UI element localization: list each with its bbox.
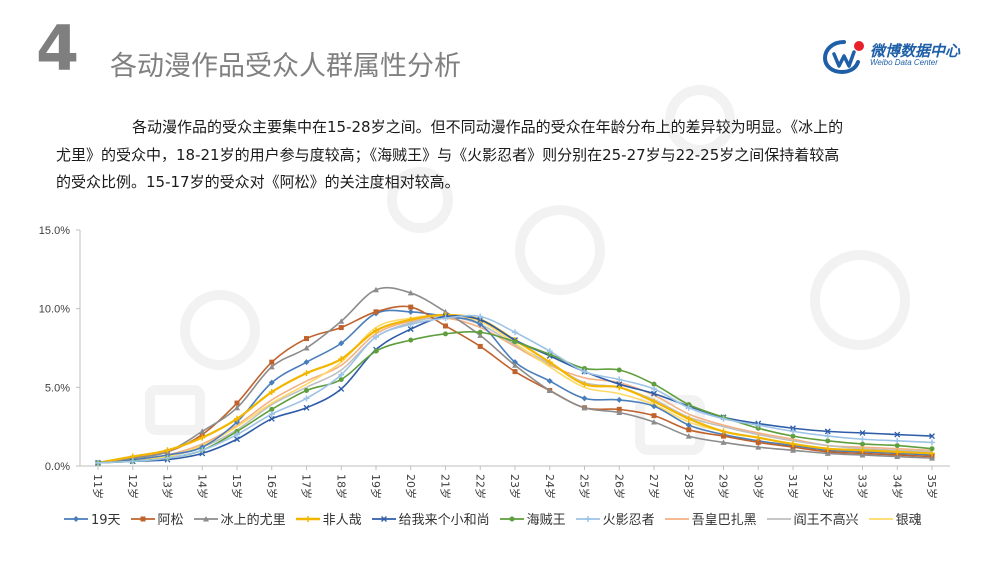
x-tick-label: 18岁 <box>334 474 348 499</box>
x-tick-label: 16岁 <box>265 474 279 499</box>
paragraph-line-1: 各动漫作品的受众主要集中在15-28岁之间。但不同动漫作品的受众在年龄分布上的差… <box>132 118 844 136</box>
legend-label: 非人哉 <box>322 513 362 528</box>
legend-label: 阿松 <box>157 513 184 528</box>
x-tick-label: 29岁 <box>717 474 731 499</box>
legend-swatch-icon <box>371 515 396 522</box>
legend-item: 阿松 <box>130 509 184 528</box>
x-tick-label: 23岁 <box>508 474 522 499</box>
x-tick-label: 24岁 <box>543 474 557 499</box>
legend-label: 冰上的尤里 <box>220 513 286 528</box>
legend-item: 非人哉 <box>295 509 362 528</box>
legend-swatch-icon <box>295 515 320 522</box>
weibo-logo-icon <box>822 40 864 75</box>
legend-item: 银魂 <box>868 509 922 528</box>
legend-label: 19天 <box>91 513 121 528</box>
legend-item: 阎王不高兴 <box>766 509 859 528</box>
chart-legend: 19天 阿松 冰上的尤里 非人哉 给我来个小和尚 海贼王 火影忍者 吾皇巴扎黑 阎王不高兴 银魂 <box>64 509 932 528</box>
x-tick-label: 26岁 <box>612 474 626 499</box>
y-tick-label: 15.0% <box>39 225 70 237</box>
x-tick-label: 21岁 <box>439 474 453 499</box>
legend-swatch-icon <box>499 516 524 521</box>
legend-label: 吾皇巴扎黑 <box>691 513 757 528</box>
paragraph-line-3: 的受众比例。15-17岁的受众对《阿松》的关注度相对较高。 <box>56 173 460 191</box>
x-tick-label: 33岁 <box>856 474 870 499</box>
logo-subtitle: Weibo Data Center <box>870 58 938 67</box>
section-number: 4 <box>36 12 80 85</box>
page-title: 各动漫作品受众人群属性分析 <box>110 51 461 82</box>
x-tick-label: 31岁 <box>786 474 800 499</box>
x-tick-label: 22岁 <box>473 474 487 499</box>
y-tick-label: 5.0% <box>45 382 70 394</box>
x-tick-label: 35岁 <box>925 474 939 499</box>
legend-swatch-icon <box>664 517 689 520</box>
x-tick-label: 17岁 <box>300 474 314 499</box>
x-tick-label: 19岁 <box>369 474 383 499</box>
x-tick-label: 30岁 <box>751 474 765 499</box>
legend-item: 火影忍者 <box>575 509 655 528</box>
series-line <box>97 316 933 464</box>
legend-item: 给我来个小和尚 <box>371 509 490 528</box>
x-tick-label: 11岁 <box>91 474 105 499</box>
weibo-data-center-logo: 微博数据中心 Weibo Data Center <box>822 34 972 78</box>
legend-item: 海贼王 <box>499 509 566 528</box>
legend-label: 阎王不高兴 <box>793 513 859 528</box>
x-tick-label: 14岁 <box>195 474 209 499</box>
x-tick-label: 13岁 <box>161 474 175 499</box>
x-tick-label: 25岁 <box>578 474 592 499</box>
legend-label: 给我来个小和尚 <box>398 513 490 528</box>
x-tick-label: 27岁 <box>647 474 661 499</box>
legend-item: 吾皇巴扎黑 <box>664 509 757 528</box>
series-line <box>95 329 935 466</box>
logo-name: 微博数据中心 <box>870 42 961 60</box>
x-tick-label: 12岁 <box>126 474 140 499</box>
x-tick-label: 28岁 <box>682 474 696 499</box>
legend-label: 银魂 <box>895 513 922 528</box>
paragraph-line-2: 尤里》的受众中，18-21岁的用户参与度较高；《海贼王》与《火影忍者》则分别在2… <box>56 145 840 164</box>
legend-label: 火影忍者 <box>602 513 655 528</box>
legend-swatch-icon <box>766 517 791 520</box>
legend-swatch-icon <box>868 517 893 520</box>
summary-paragraph: 各动漫作品的受众主要集中在15-28岁之间。但不同动漫作品的受众在年龄分布上的差… <box>56 114 936 197</box>
legend-item: 19天 <box>64 509 121 528</box>
y-tick-label: 0.0% <box>45 461 70 473</box>
legend-label: 海贼王 <box>526 513 566 528</box>
series-line <box>95 313 935 466</box>
legend-swatch-icon <box>130 516 155 521</box>
x-tick-label: 20岁 <box>404 474 418 499</box>
y-tick-label: 10.0% <box>39 304 70 316</box>
legend-swatch-icon <box>193 515 218 521</box>
x-tick-label: 32岁 <box>821 474 835 499</box>
x-tick-label: 34岁 <box>890 474 904 499</box>
x-tick-label: 15岁 <box>230 474 244 499</box>
legend-swatch-icon <box>64 515 88 522</box>
age-distribution-line-chart: 0.0% 5.0% 10.0% 15.0% 11岁 12岁 13岁 14岁 15岁 16岁 17岁 1… <box>39 225 950 499</box>
legend-item: 冰上的尤里 <box>193 509 286 528</box>
legend-swatch-icon <box>575 515 600 522</box>
